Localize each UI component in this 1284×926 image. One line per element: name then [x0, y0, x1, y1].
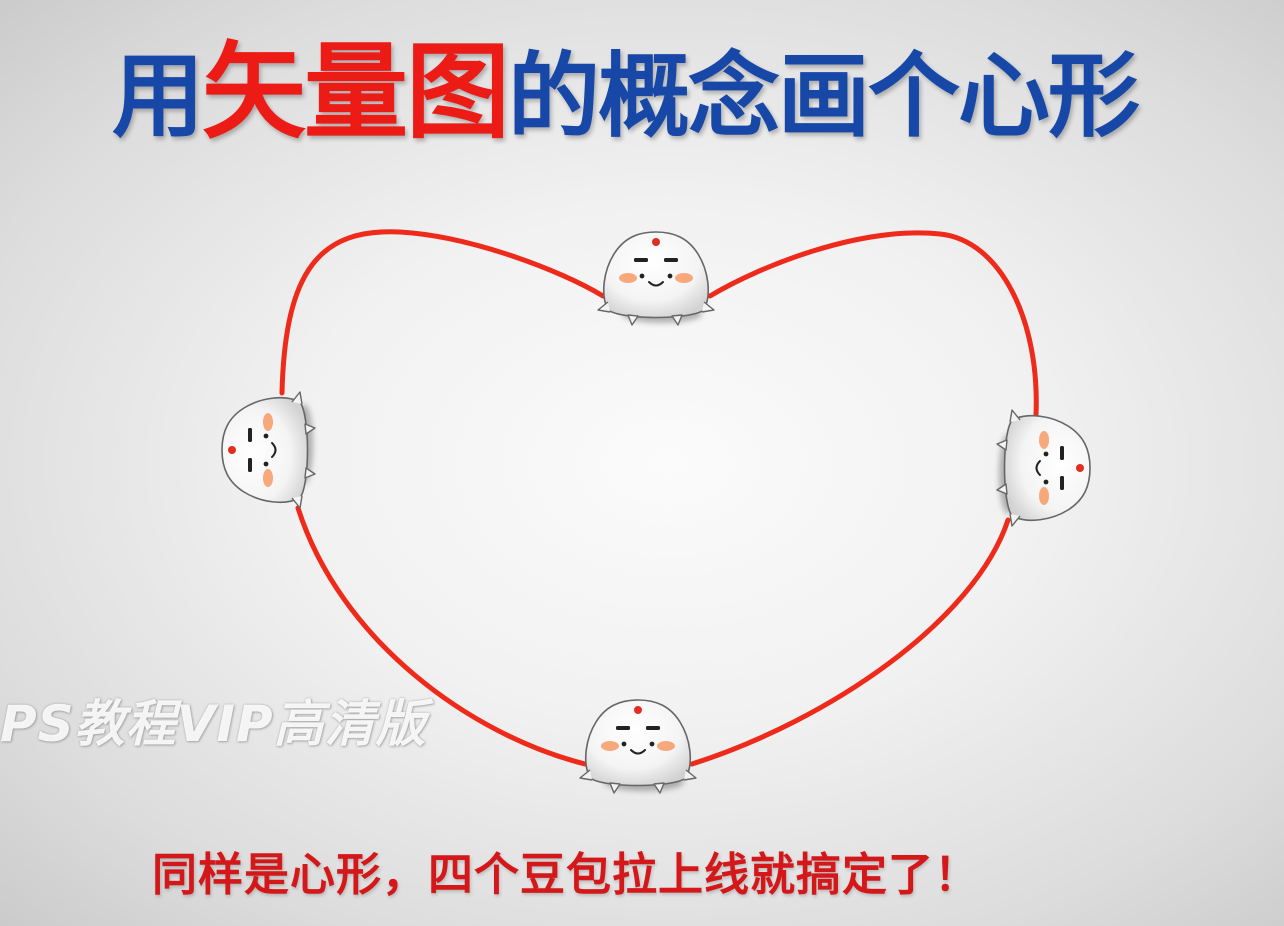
watermark-text: PS教程VIP高清版 — [0, 695, 427, 753]
title-part-concept-heart: 的概念画个心形 — [508, 43, 1140, 150]
dumpling-mascot-left — [222, 392, 315, 508]
slide-title: 用矢量图的概念画个心形 — [112, 22, 1140, 167]
dumpling-mascot-bottom — [580, 700, 696, 793]
dumpling-mascot-top — [598, 232, 714, 325]
title-part-vector-graphics: 矢量图 — [202, 31, 510, 153]
title-part-use: 用 — [112, 43, 204, 150]
caption-text: 同样是心形，四个豆包拉上线就搞定了！ — [152, 848, 981, 901]
heart-outline-path — [279, 229, 1039, 767]
dumpling-mascot-right — [997, 410, 1090, 526]
